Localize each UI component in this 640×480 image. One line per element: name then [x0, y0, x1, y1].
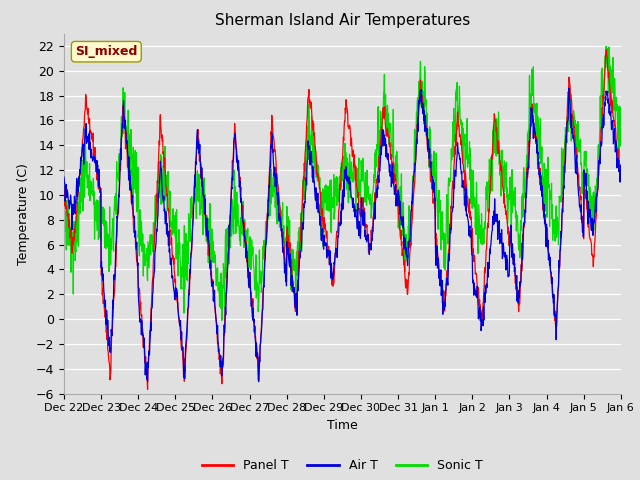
Line: Panel T: Panel T	[64, 50, 621, 389]
Sonic T	[60, 230, 68, 236]
Sonic T	[502, 177, 509, 182]
Air T	[551, 311, 559, 317]
Line: Air T: Air T	[64, 88, 621, 382]
Panel T	[603, 47, 611, 53]
Panel T	[144, 386, 152, 392]
Y-axis label: Temperature (C): Temperature (C)	[17, 163, 30, 264]
Panel T	[429, 200, 437, 206]
Panel T	[502, 212, 509, 217]
Sonic T	[551, 238, 559, 244]
Sonic T	[617, 125, 625, 131]
Sonic T	[429, 159, 437, 165]
Air T	[255, 379, 262, 384]
Air T	[429, 177, 437, 182]
Air T	[60, 174, 68, 180]
Sonic T	[218, 317, 226, 323]
Sonic T	[184, 238, 191, 244]
Air T	[617, 169, 625, 175]
X-axis label: Time: Time	[327, 419, 358, 432]
Air T	[170, 288, 178, 294]
Legend: Panel T, Air T, Sonic T: Panel T, Air T, Sonic T	[196, 455, 488, 477]
Air T	[502, 267, 509, 273]
Panel T	[551, 308, 559, 314]
Air T	[246, 279, 254, 285]
Sonic T	[246, 254, 254, 260]
Air T	[565, 85, 573, 91]
Panel T	[184, 306, 192, 312]
Sonic T	[602, 43, 610, 49]
Line: Sonic T: Sonic T	[64, 46, 621, 320]
Panel T	[171, 271, 179, 276]
Text: SI_mixed: SI_mixed	[75, 45, 138, 58]
Air T	[184, 305, 191, 311]
Panel T	[246, 285, 254, 290]
Title: Sherman Island Air Temperatures: Sherman Island Air Temperatures	[215, 13, 470, 28]
Sonic T	[170, 213, 178, 218]
Panel T	[617, 178, 625, 184]
Panel T	[60, 184, 68, 190]
